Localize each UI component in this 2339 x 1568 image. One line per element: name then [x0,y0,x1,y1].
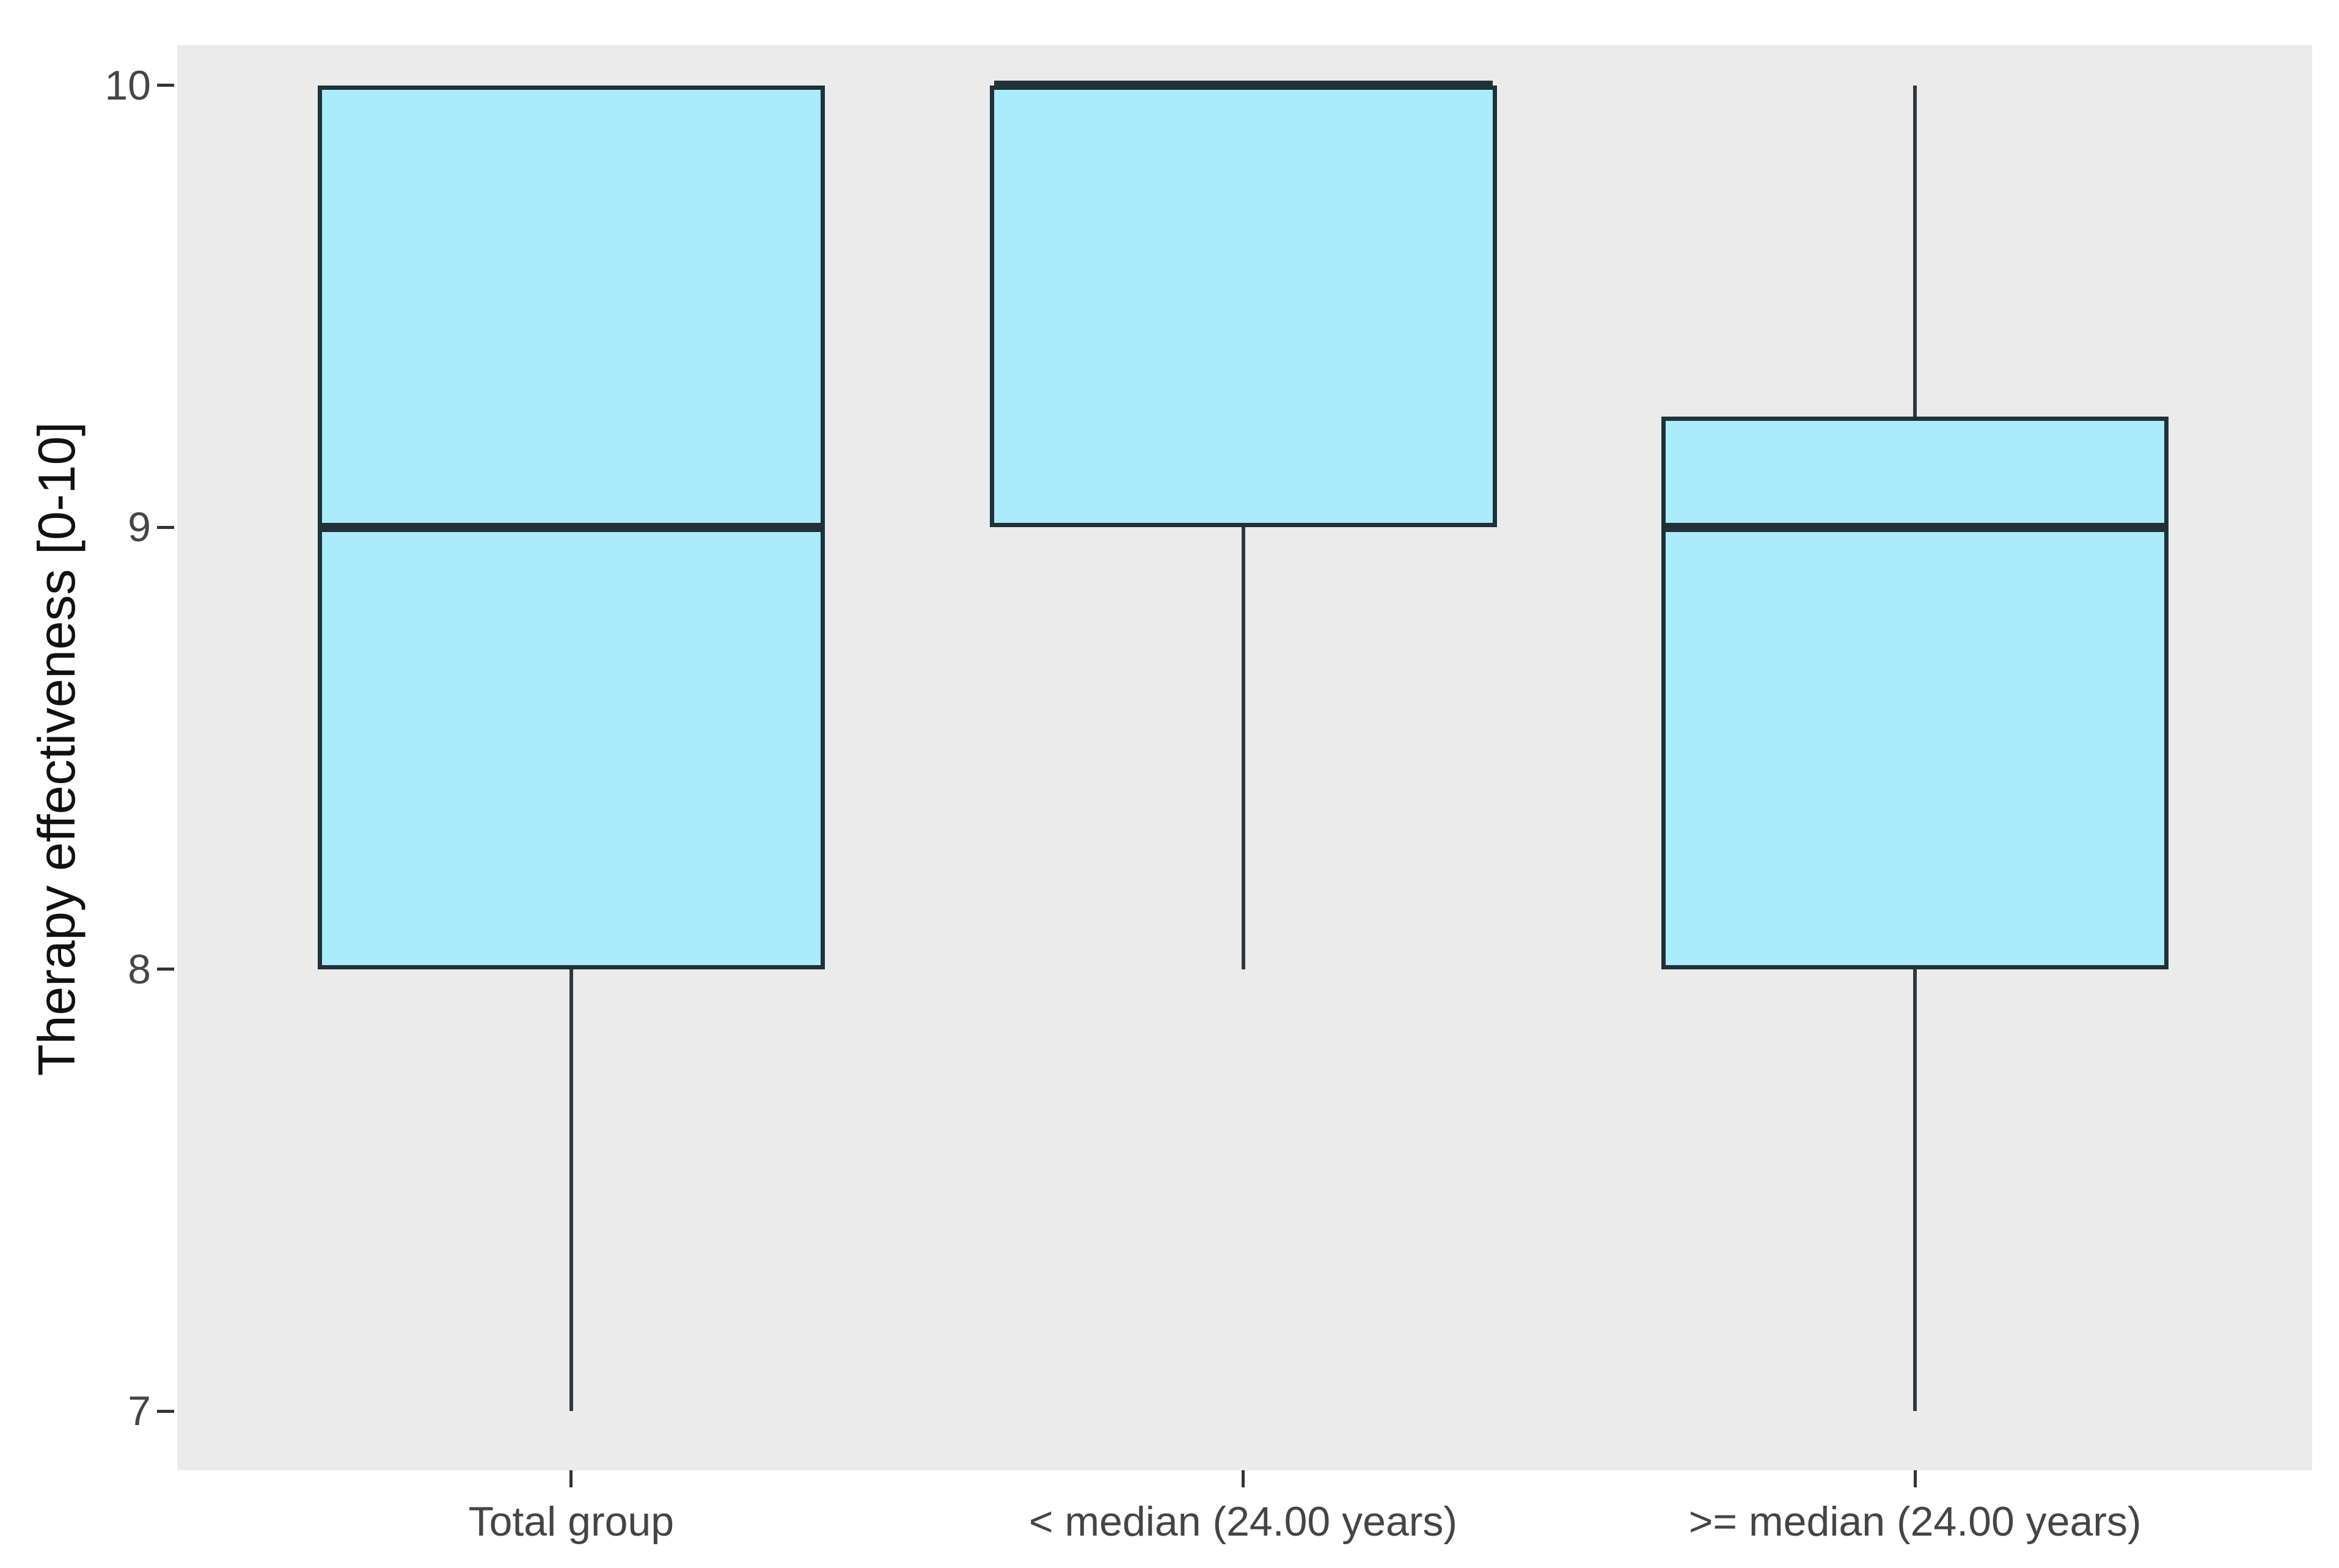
y-axis-tick [157,525,174,529]
y-tick-label: 7 [128,1388,151,1435]
whisker-lower [1241,527,1245,969]
median-line [1666,522,2165,532]
box-iqr [1661,417,2169,969]
grid-vertical-line [174,45,177,1488]
whisker-upper [1913,85,1917,417]
y-axis-title: Therapy effectiveness [0-10] [28,421,86,1076]
grid-minor-line [174,29,2312,31]
y-axis-tick [157,968,174,971]
grid-vertical-line [174,1488,177,1568]
median-line [994,81,1493,90]
x-axis-tick [1913,1470,1917,1487]
grid-major-line [174,42,2312,45]
whisker-lower [569,969,573,1412]
plot-panel [174,27,2312,1568]
x-tick-label: < median (24.00 years) [1028,1498,1458,1545]
grid-major-line [174,33,2312,36]
whisker-lower [1913,969,1917,1412]
y-tick-label: 8 [128,946,151,993]
grid-minor-line [174,27,2312,29]
x-tick-label: Total group [468,1498,675,1545]
median-line [321,522,821,532]
x-axis-tick [1242,1470,1245,1487]
x-axis-tick [569,1470,573,1487]
y-tick-label: 10 [104,62,151,109]
x-tick-label: >= median (24.00 years) [1688,1498,2142,1545]
y-axis-tick [157,84,174,87]
grid-major-line [174,39,2312,42]
grid-minor-line [174,31,2312,33]
y-axis-tick [157,1409,174,1413]
y-tick-label: 9 [128,504,151,551]
box-iqr [989,85,1497,528]
grid-major-line [174,36,2312,39]
